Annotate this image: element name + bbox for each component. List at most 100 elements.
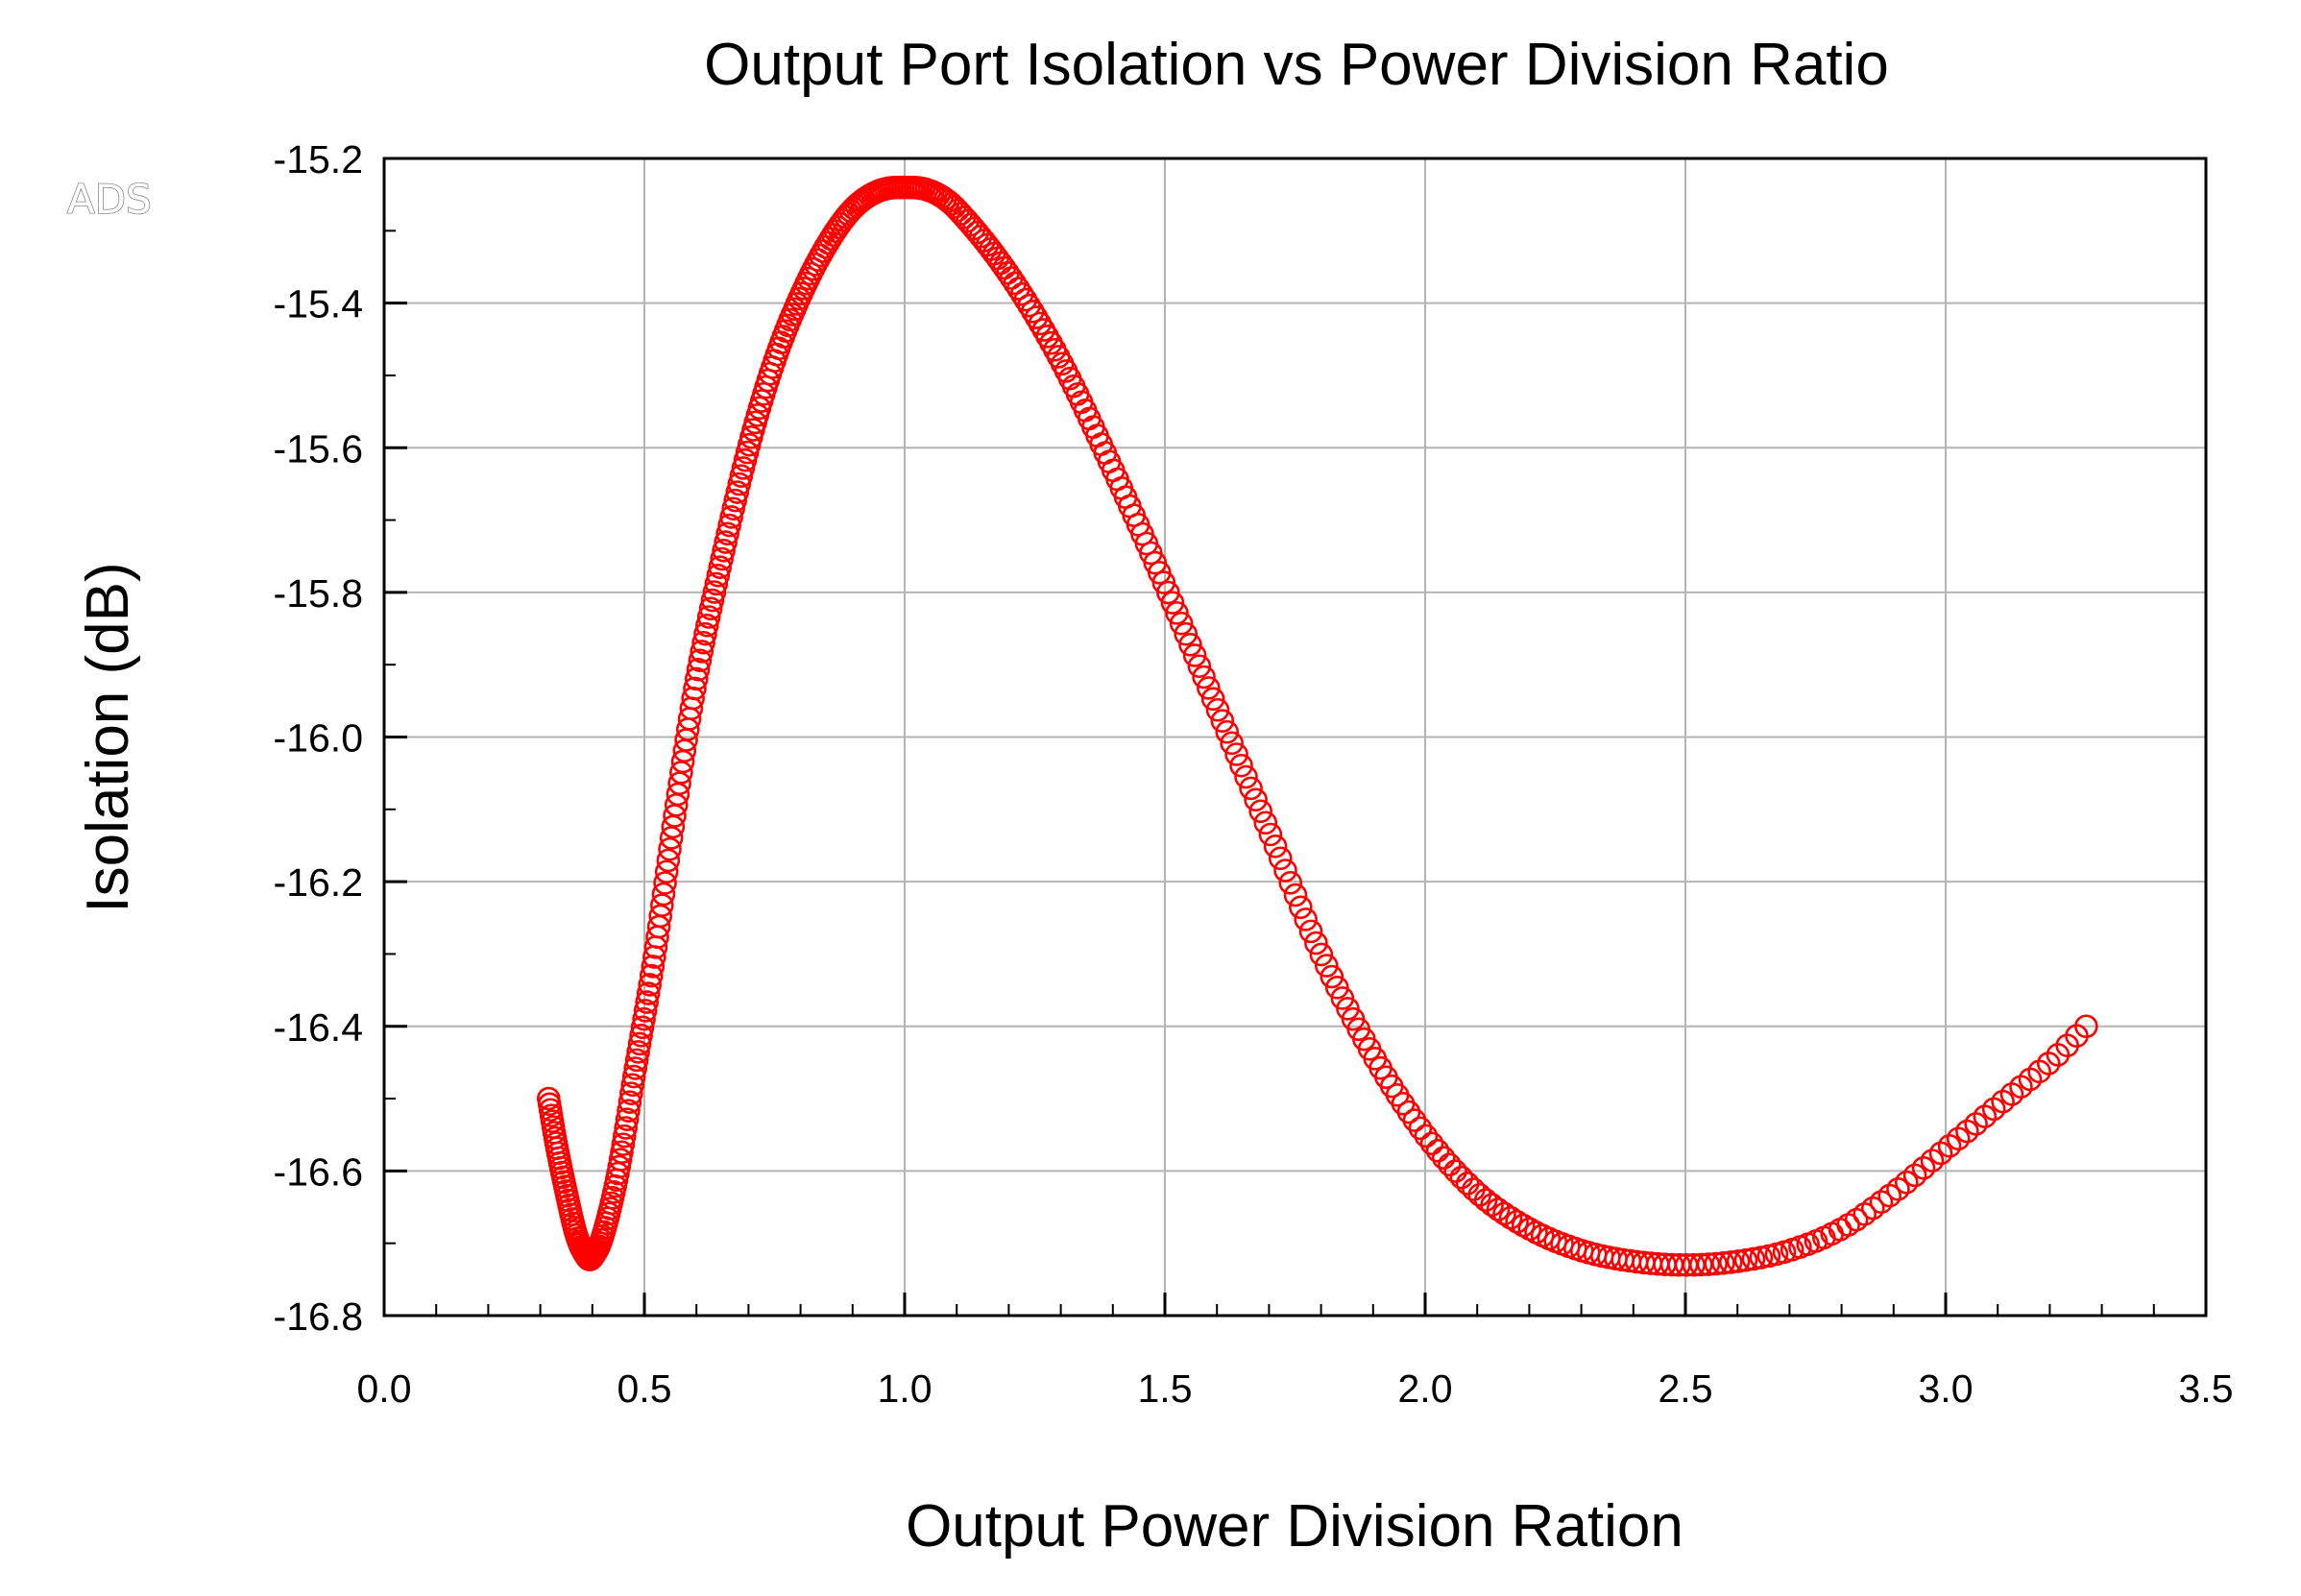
series-point [1200,687,1225,712]
y-axis-tick-labels: -15.2 -15.4 -15.6 -15.8 -16.0 -16.2 -16.4 -16.6… [274,137,363,1339]
series-point [618,1090,642,1114]
series-point [620,1073,645,1098]
series-point [641,955,666,979]
series-point [1304,931,1328,955]
series-point [612,1124,637,1149]
series-point [1160,591,1185,615]
x-tick-label: 0.0 [357,1366,412,1411]
series-point [1480,1193,1504,1218]
series-point [1902,1163,1927,1188]
series-point [1197,676,1221,700]
series-point [696,605,721,629]
plot-frame [382,157,2208,1318]
series-point [1425,1139,1450,1163]
series-point [1414,1124,1439,1149]
series-point [619,1081,643,1106]
series-point [714,530,738,554]
series-point [1220,731,1244,756]
series-point [1455,1172,1480,1196]
series-point [1224,742,1248,766]
series-point [1215,719,1240,744]
series-point [1443,1159,1467,1183]
series-point [695,614,719,638]
series-point [610,1140,634,1165]
series-point [1156,580,1180,605]
y-axis-label: Isolation (dB) [75,562,141,912]
series-point [688,648,713,673]
series-point [1248,799,1272,824]
series-point [2027,1059,2051,1084]
series-point [1239,776,1263,801]
series-point [1711,1250,1735,1275]
series-point [2018,1067,2043,1092]
series-point [654,859,679,884]
series-point [1253,810,1278,835]
series-point [1289,895,1313,920]
series-point [1486,1197,1511,1221]
series-point [1325,976,1349,1000]
series-point [2074,1014,2098,1039]
y-tick-label: -15.6 [274,426,363,471]
x-axis-label: Output Power Division Ration [906,1493,1683,1560]
series-point [725,480,750,504]
series-point [704,571,729,596]
series-point [608,1148,633,1172]
series-point [611,1132,636,1156]
x-tick-label: 3.0 [1919,1366,1974,1411]
x-tick-label: 1.5 [1138,1366,1193,1411]
series-point [1498,1205,1523,1230]
series-point [1244,787,1268,812]
series-point [684,666,709,691]
series-point [721,496,745,521]
series-point [1894,1170,1919,1195]
series-point [702,580,727,604]
series-point [698,596,723,621]
series-point [639,963,664,988]
y-tick-label: -15.2 [274,137,363,181]
series-point [621,1064,646,1089]
grid-lines [384,158,2206,1316]
series-point [1174,621,1199,646]
series-point [636,981,661,1005]
series-point [1298,919,1323,944]
series-point [1192,665,1216,689]
series-point [633,999,658,1023]
series-point [1309,942,1334,967]
series-point [614,1116,638,1140]
series-point [1278,870,1303,895]
series-point [1449,1165,1474,1190]
y-tick-label: -15.4 [274,282,363,326]
series-point [1315,954,1339,978]
series-point [700,588,725,613]
series-point [693,621,717,646]
series-point [691,630,715,655]
series-point [1205,697,1230,722]
series-point [1009,281,1034,306]
series-point [1268,846,1293,871]
series-point [1024,305,1049,329]
x-tick-label: 0.5 [618,1366,672,1411]
ads-watermark-logo: ADS [67,176,152,223]
x-tick-label: 2.5 [1659,1366,1713,1411]
series-point [1492,1201,1516,1226]
series-point [1749,1245,1774,1270]
series-point [723,488,747,513]
y-tick-label: -16.6 [274,1149,363,1194]
series-point [690,640,715,664]
series-point [1294,907,1318,931]
series-point [686,657,711,682]
series-point [629,1024,653,1048]
chart-title: Output Port Isolation vs Power Division … [704,32,1889,98]
series-point [1402,1108,1427,1132]
y-tick-label: -16.4 [274,1005,363,1050]
series-point [1733,1247,1758,1272]
series-point [1182,643,1207,667]
series-point [1741,1246,1766,1271]
series-point [650,893,674,917]
series-point [630,1015,655,1040]
series-point [624,1048,649,1073]
series-point [656,848,681,873]
series-point [1438,1152,1462,1177]
series-point [1320,964,1344,989]
